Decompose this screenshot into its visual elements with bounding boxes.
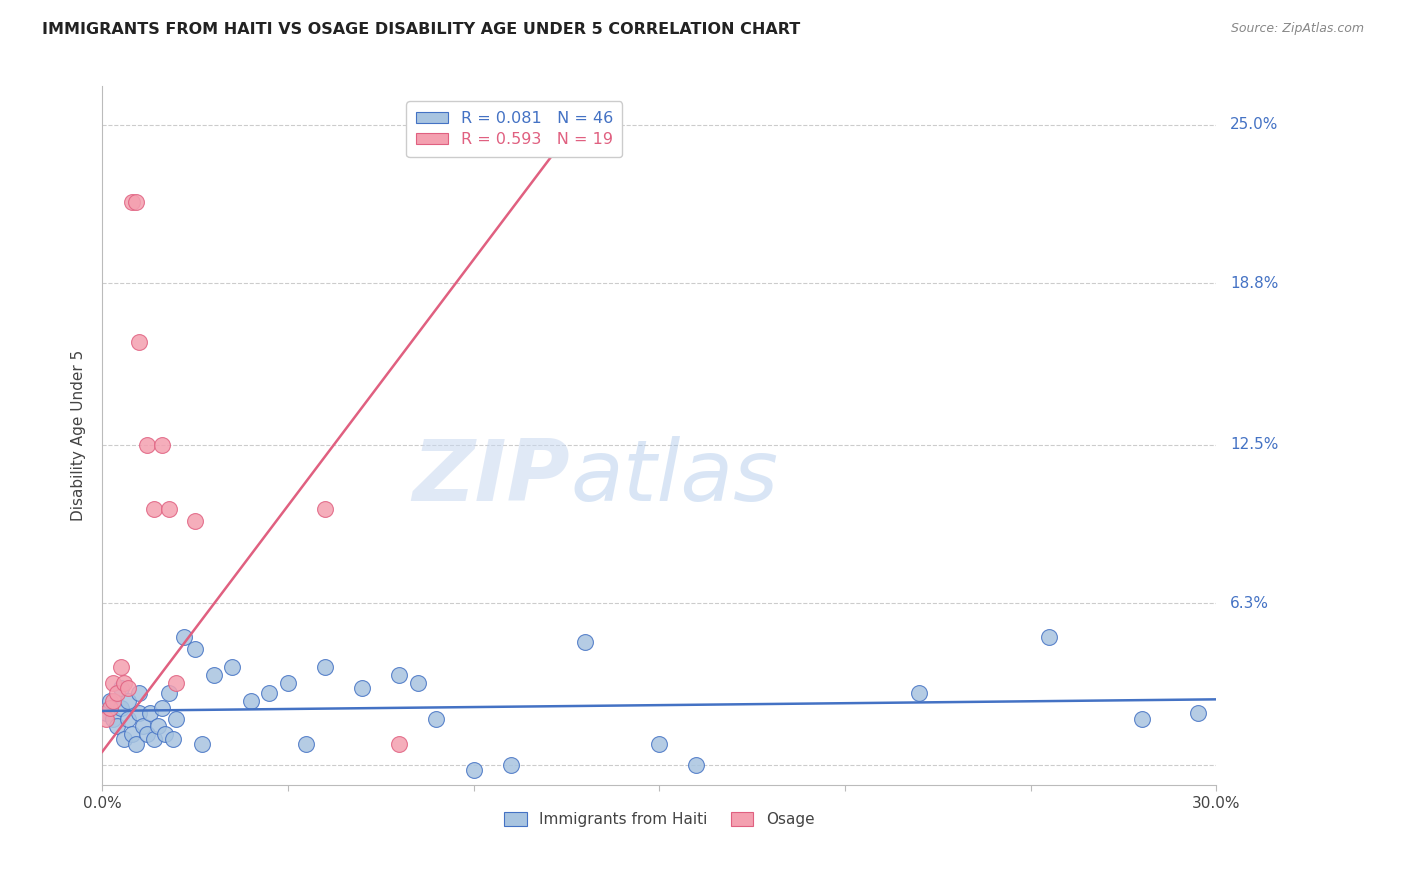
Point (103, 675, 125, 690)
Point (105, 719, 128, 733)
Point (157, 686, 180, 700)
Point (135, 727, 157, 741)
Point (98, 693, 121, 707)
Point (685, 757, 707, 772)
Point (117, 681, 139, 695)
Point (184, 642, 207, 657)
Point (146, 719, 169, 733)
Point (117, 693, 139, 707)
Y-axis label: Disability Age Under 5: Disability Age Under 5 (72, 350, 86, 521)
Point (105, 686, 128, 700)
Point (110, 660, 132, 674)
Point (221, 660, 243, 674)
Point (425, 712, 447, 726)
Point (352, 681, 374, 695)
Point (132, 719, 155, 733)
Point (314, 501, 336, 516)
Point (121, 727, 143, 741)
Text: Source: ZipAtlas.com: Source: ZipAtlas.com (1230, 22, 1364, 36)
Point (128, 706, 150, 721)
Legend: Immigrants from Haiti, Osage: Immigrants from Haiti, Osage (498, 806, 821, 833)
Point (908, 686, 931, 700)
Text: IMMIGRANTS FROM HAITI VS OSAGE DISABILITY AGE UNDER 5 CORRELATION CHART: IMMIGRANTS FROM HAITI VS OSAGE DISABILIT… (42, 22, 800, 37)
Point (117, 712, 139, 726)
Point (110, 681, 132, 695)
Point (139, 706, 162, 721)
Point (114, 731, 136, 746)
Point (259, 686, 281, 700)
Point (166, 712, 188, 726)
Point (128, 686, 150, 700)
Point (94, 712, 117, 726)
Point (1130, 712, 1153, 726)
Point (1187, 706, 1209, 721)
Point (135, 438, 157, 452)
Point (150, 701, 173, 715)
Point (277, 675, 299, 690)
Point (648, 737, 671, 751)
Point (103, 712, 125, 726)
Point (150, 438, 173, 452)
Point (94, 706, 117, 721)
Point (143, 501, 166, 516)
Point (202, 668, 225, 682)
Point (121, 194, 143, 209)
Text: atlas: atlas (569, 436, 778, 519)
Point (114, 675, 136, 690)
Point (110, 701, 132, 715)
Point (463, 763, 485, 777)
Point (173, 630, 195, 644)
Point (155, 727, 177, 741)
Point (406, 675, 429, 690)
Point (191, 737, 214, 751)
Text: 6.3%: 6.3% (1230, 596, 1270, 611)
Point (103, 693, 125, 707)
Point (295, 737, 318, 751)
Point (574, 634, 596, 648)
Point (143, 731, 166, 746)
Point (128, 335, 150, 350)
Point (239, 693, 262, 707)
Text: 25.0%: 25.0% (1230, 117, 1278, 132)
Point (98, 701, 121, 715)
Point (388, 737, 411, 751)
Point (157, 501, 180, 516)
Text: 12.5%: 12.5% (1230, 437, 1278, 452)
Point (124, 737, 146, 751)
Point (499, 757, 522, 772)
Point (184, 515, 207, 529)
Point (124, 194, 146, 209)
Point (388, 668, 411, 682)
Point (314, 660, 336, 674)
Point (162, 731, 184, 746)
Text: 18.8%: 18.8% (1230, 276, 1278, 291)
Point (166, 675, 188, 690)
Text: ZIP: ZIP (412, 436, 569, 519)
Point (1038, 630, 1060, 644)
